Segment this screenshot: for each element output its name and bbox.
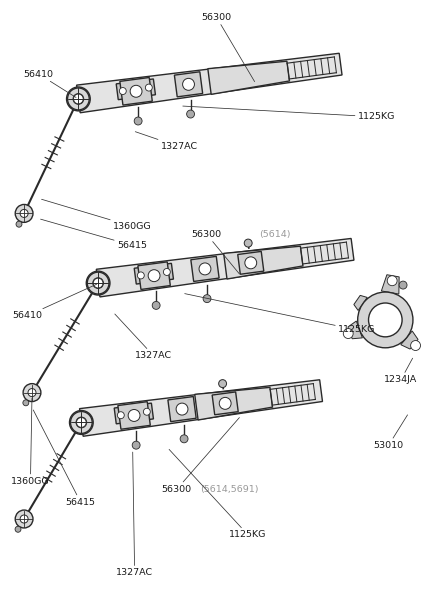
- Circle shape: [134, 117, 142, 125]
- Circle shape: [219, 398, 231, 409]
- Circle shape: [23, 384, 41, 401]
- Circle shape: [203, 295, 211, 303]
- Text: 1327AC: 1327AC: [116, 452, 153, 577]
- Text: 56415: 56415: [40, 219, 147, 250]
- Polygon shape: [401, 331, 418, 349]
- Polygon shape: [238, 251, 264, 274]
- Text: 1125KG: 1125KG: [183, 106, 395, 122]
- Text: 56300: 56300: [192, 230, 239, 274]
- Circle shape: [343, 328, 353, 339]
- Circle shape: [152, 302, 160, 309]
- Circle shape: [15, 204, 33, 223]
- Text: (5614): (5614): [259, 230, 290, 239]
- Circle shape: [76, 417, 87, 428]
- Circle shape: [117, 412, 124, 419]
- Polygon shape: [96, 238, 354, 297]
- Circle shape: [219, 379, 227, 388]
- Polygon shape: [191, 257, 219, 282]
- Text: 56300: 56300: [202, 13, 255, 81]
- Circle shape: [399, 281, 407, 289]
- Text: 1234JA: 1234JA: [384, 358, 418, 384]
- Circle shape: [20, 209, 28, 218]
- Polygon shape: [212, 392, 238, 415]
- Circle shape: [387, 276, 397, 286]
- Polygon shape: [134, 263, 173, 284]
- Text: 1125KG: 1125KG: [169, 449, 267, 539]
- Circle shape: [411, 340, 421, 350]
- Polygon shape: [120, 77, 152, 105]
- Polygon shape: [208, 61, 290, 94]
- Polygon shape: [348, 321, 363, 339]
- Circle shape: [163, 269, 170, 275]
- Circle shape: [93, 278, 103, 288]
- Circle shape: [73, 94, 83, 104]
- Circle shape: [119, 88, 126, 94]
- Circle shape: [128, 409, 140, 421]
- Circle shape: [369, 303, 402, 337]
- Circle shape: [67, 88, 89, 110]
- Polygon shape: [118, 402, 150, 429]
- Polygon shape: [116, 79, 155, 100]
- Circle shape: [70, 412, 92, 434]
- Circle shape: [16, 221, 22, 227]
- Circle shape: [77, 418, 86, 427]
- Polygon shape: [381, 275, 399, 294]
- Circle shape: [15, 510, 33, 528]
- Circle shape: [93, 278, 103, 288]
- Text: 56415: 56415: [33, 410, 95, 506]
- Circle shape: [187, 110, 194, 118]
- Circle shape: [87, 272, 109, 294]
- Circle shape: [137, 272, 144, 279]
- Circle shape: [130, 85, 142, 97]
- Text: 56410: 56410: [12, 285, 96, 320]
- Polygon shape: [224, 246, 303, 279]
- Polygon shape: [80, 380, 323, 437]
- Text: 1360GG: 1360GG: [41, 199, 151, 231]
- Circle shape: [28, 389, 36, 396]
- Circle shape: [23, 400, 29, 406]
- Circle shape: [143, 408, 150, 415]
- Text: 1360GG: 1360GG: [11, 398, 50, 486]
- Circle shape: [180, 435, 188, 443]
- Circle shape: [20, 515, 28, 523]
- Circle shape: [86, 271, 110, 295]
- Circle shape: [70, 410, 93, 434]
- Polygon shape: [354, 295, 367, 311]
- Circle shape: [358, 292, 413, 348]
- Text: 1125KG: 1125KG: [185, 294, 375, 334]
- Circle shape: [15, 527, 21, 532]
- Circle shape: [183, 78, 194, 91]
- Circle shape: [244, 239, 252, 247]
- Circle shape: [199, 263, 211, 275]
- Text: (5614,5691): (5614,5691): [200, 485, 258, 494]
- Text: 1327AC: 1327AC: [135, 132, 198, 151]
- Polygon shape: [114, 403, 154, 424]
- Circle shape: [145, 84, 152, 91]
- Text: 53010: 53010: [374, 415, 407, 450]
- Circle shape: [66, 87, 90, 111]
- Circle shape: [132, 441, 140, 449]
- Text: 1327AC: 1327AC: [115, 314, 172, 361]
- Circle shape: [176, 403, 188, 415]
- Circle shape: [148, 270, 160, 282]
- Circle shape: [245, 257, 257, 269]
- Polygon shape: [174, 72, 203, 97]
- Text: 56410: 56410: [24, 69, 76, 97]
- Polygon shape: [138, 262, 170, 289]
- Polygon shape: [168, 396, 196, 421]
- Polygon shape: [77, 54, 342, 112]
- Text: 56300: 56300: [162, 418, 239, 494]
- Circle shape: [73, 94, 84, 105]
- Polygon shape: [195, 387, 272, 420]
